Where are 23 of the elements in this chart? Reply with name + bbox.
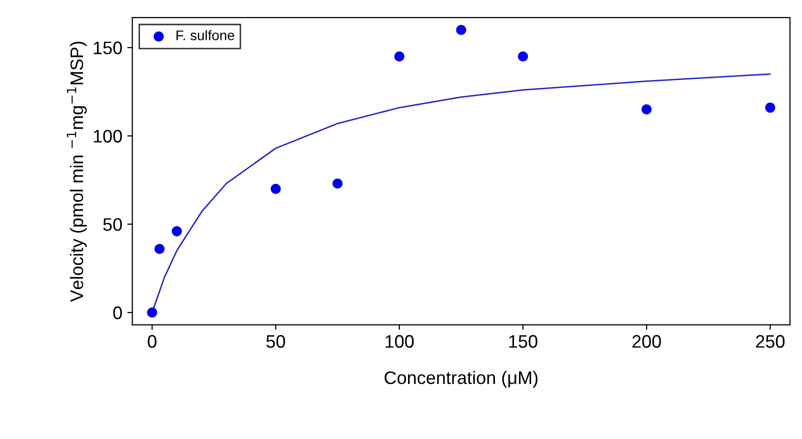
point <box>394 51 404 62</box>
x-axis-title: Concentration (μM) <box>384 370 538 388</box>
point <box>518 51 528 62</box>
point <box>172 226 182 236</box>
x-tick-label: 250 <box>756 335 785 348</box>
x-tick-label: 50 <box>266 335 286 348</box>
y-tick-label: 150 <box>94 42 122 54</box>
x-tick-label: 150 <box>509 335 538 348</box>
point <box>641 104 652 114</box>
x-tick-label: 0 <box>148 335 156 348</box>
x-tick-label: 100 <box>386 335 414 348</box>
point <box>147 307 158 318</box>
y-tick-label: 0 <box>113 306 122 320</box>
point <box>154 244 165 254</box>
point <box>332 178 343 189</box>
y-tick-label: 50 <box>103 218 122 231</box>
point <box>765 102 776 113</box>
point <box>456 24 466 36</box>
y-axis-title: Velocity (pmol min $^{−1}$mg$^{−1}$MSP) <box>66 42 87 302</box>
point <box>270 184 281 194</box>
y-tick-label: 100 <box>94 130 122 143</box>
x-tick-label: 200 <box>632 335 661 348</box>
legend-label: F. sulfone <box>176 30 234 40</box>
